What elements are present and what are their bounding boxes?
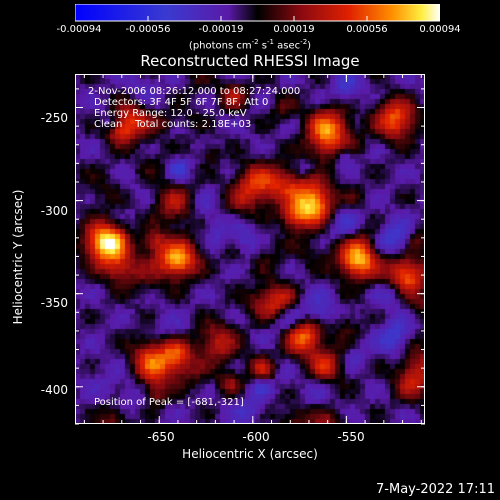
colorbar-tick-label: 0.00094 — [419, 24, 461, 35]
info-energy-range: Energy Range: 12.0 - 25.0 keV — [94, 108, 247, 119]
chart-title: Reconstructed RHESSI Image — [140, 52, 360, 70]
colorbar-tick-label: 0.00056 — [346, 24, 388, 35]
colorbar-tick-label: -0.00094 — [56, 24, 102, 35]
info-peak-position: Position of Peak = [-681,-321] — [94, 397, 244, 408]
ytick-label: -400 — [40, 383, 68, 397]
info-clean-counts: Clean Total counts: 2.18E+03 — [94, 119, 252, 130]
plot-frame — [75, 74, 425, 424]
ytick-label: -300 — [40, 204, 68, 218]
xtick-label: -650 — [147, 430, 175, 444]
info-time-range: 2-Nov-2006 08:26:12.000 to 08:27:24.000 — [88, 86, 301, 97]
colorbar-tick-label: 0.00019 — [273, 24, 315, 35]
colorbar-tick-label: -0.00019 — [198, 24, 244, 35]
xtick-label: -550 — [337, 430, 365, 444]
ytick-label: -250 — [40, 111, 68, 125]
y-axis-label: Heliocentric Y (arcsec) — [11, 189, 25, 325]
info-detectors: Detectors: 3F 4F 5F 6F 7F 8F, Att 0 — [94, 97, 269, 108]
xtick-label: -600 — [242, 430, 270, 444]
heatmap-image — [75, 74, 425, 424]
colorbar — [75, 4, 440, 22]
x-axis-label: Heliocentric X (arcsec) — [182, 447, 318, 461]
footer-timestamp: 7-May-2022 17:11 — [376, 482, 495, 497]
colorbar-units: (photons cm-2 s-1 asec-2) — [188, 38, 312, 52]
colorbar-tick-label: -0.00056 — [125, 24, 171, 35]
ytick-label: -350 — [40, 296, 68, 310]
